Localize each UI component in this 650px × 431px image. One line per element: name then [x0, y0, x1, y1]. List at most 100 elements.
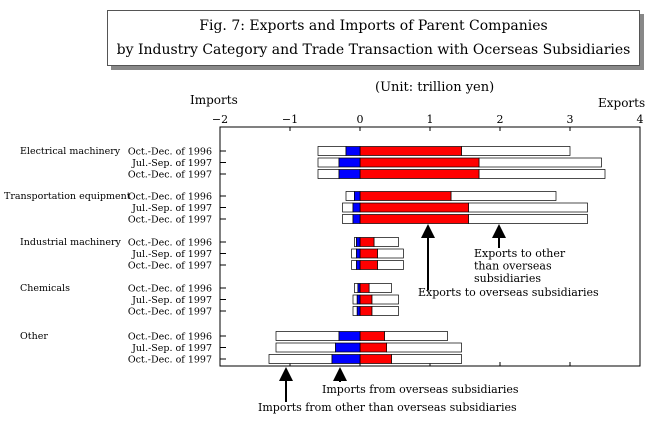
period-label: Jul.-Sep. of 1997 [131, 343, 212, 354]
category-label: Electrical machinery [20, 146, 121, 157]
bar-exports-subsidiaries [359, 331, 385, 341]
period-label: Oct.-Dec. of 1996 [128, 332, 212, 343]
bar-imports-subsidiaries [356, 248, 361, 259]
bar-exports-subsidiaries [359, 248, 378, 259]
bar-exports-subsidiaries [359, 283, 370, 293]
bar-exports-other [450, 191, 557, 201]
bar-exports-other [478, 157, 602, 168]
bar-imports-other [317, 157, 340, 168]
bar-imports-other [275, 331, 340, 341]
bar-exports-other [468, 202, 588, 213]
x-tick-label: 3 [567, 113, 574, 126]
bar-imports-subsidiaries [356, 237, 361, 247]
bar-imports-subsidiaries [356, 260, 361, 270]
bar-exports-other [386, 342, 462, 353]
imports-side-label: Imports [190, 93, 238, 107]
bar-exports-other [391, 354, 462, 364]
bar-imports-subsidiaries [338, 331, 361, 341]
bar-imports-subsidiaries [354, 191, 361, 201]
bar-exports-subsidiaries [359, 354, 392, 364]
bar-imports-other [268, 354, 333, 364]
bar-imports-other [351, 248, 357, 259]
bar-imports-subsidiaries [356, 294, 361, 305]
bar-exports-subsidiaries [359, 191, 452, 201]
bar-exports-other [461, 146, 571, 156]
annotation-exports-other: subsidiaries [474, 272, 541, 285]
period-label: Oct.-Dec. of 1997 [128, 355, 212, 366]
x-tick-label: 2 [497, 113, 504, 126]
bar-imports-other [342, 202, 354, 213]
arrow-exports-subsidiaries-head [421, 224, 435, 238]
category-label: Other [20, 331, 48, 342]
bar-exports-subsidiaries [359, 342, 387, 353]
bar-imports-other [275, 342, 336, 353]
bar-imports-other [317, 169, 340, 179]
bar-exports-other [371, 294, 399, 305]
period-label: Oct.-Dec. of 1996 [128, 192, 212, 203]
period-label: Oct.-Dec. of 1997 [128, 261, 212, 272]
bar-exports-subsidiaries [359, 260, 378, 270]
period-label: Oct.-Dec. of 1997 [128, 215, 212, 226]
bar-exports-other [478, 169, 606, 179]
x-tick-label: −2 [212, 113, 228, 126]
x-tick-label: 0 [357, 113, 364, 126]
bar-imports-subsidiaries [357, 283, 361, 293]
chart-title-box: Fig. 7: Exports and Imports of Parent Co… [107, 10, 640, 66]
bar-imports-other [351, 260, 357, 270]
annotation-imports-subsidiaries: Imports from overseas subsidiaries [322, 383, 519, 396]
bar-exports-subsidiaries [359, 169, 480, 179]
arrow-exports-other-head [492, 224, 506, 238]
annotation-exports-other: Exports to other [474, 247, 566, 260]
category-label: Transportation equipment [4, 191, 131, 202]
chart-title-line1: Fig. 7: Exports and Imports of Parent Co… [199, 18, 548, 34]
period-label: Jul.-Sep. of 1997 [131, 203, 212, 214]
bar-imports-other [342, 214, 354, 224]
exports-side-label: Exports [598, 96, 646, 110]
chart-title-line2: by Industry Category and Trade Transacti… [116, 42, 631, 58]
bar-exports-other [368, 283, 392, 293]
period-label: Jul.-Sep. of 1997 [131, 295, 212, 306]
bar-imports-subsidiaries [338, 169, 361, 179]
category-label: Chemicals [20, 283, 70, 294]
bar-imports-subsidiaries [352, 202, 361, 213]
bar-imports-subsidiaries [338, 157, 361, 168]
bar-exports-subsidiaries [359, 237, 375, 247]
bar-imports-other [354, 283, 359, 293]
bar-imports-other [317, 146, 347, 156]
bar-exports-subsidiaries [359, 157, 480, 168]
x-tick-label: 1 [427, 113, 434, 126]
bar-imports-other [345, 191, 355, 201]
x-tick-label: −1 [282, 113, 298, 126]
period-label: Oct.-Dec. of 1997 [128, 170, 212, 181]
period-label: Oct.-Dec. of 1996 [128, 284, 212, 295]
x-tick-label: 4 [637, 113, 644, 126]
arrow-imports-other-head [279, 367, 293, 381]
bar-imports-subsidiaries [335, 342, 361, 353]
annotation-exports-subsidiaries: Exports to overseas subsidiaries [418, 286, 599, 299]
bar-imports-subsidiaries [331, 354, 361, 364]
bar-exports-subsidiaries [359, 214, 469, 224]
arrow-imports-subsidiaries-head [333, 367, 347, 381]
bar-exports-other [377, 260, 404, 270]
bar-exports-other [377, 248, 404, 259]
period-label: Jul.-Sep. of 1997 [131, 158, 212, 169]
bar-imports-subsidiaries [345, 146, 361, 156]
bar-exports-other [373, 237, 399, 247]
bar-imports-subsidiaries [356, 306, 361, 316]
bar-imports-other [352, 294, 358, 305]
bar-exports-subsidiaries [359, 202, 469, 213]
bar-imports-subsidiaries [352, 214, 361, 224]
annotation-exports-other: than overseas [474, 260, 552, 273]
bar-exports-subsidiaries [359, 146, 462, 156]
bar-exports-subsidiaries [359, 294, 373, 305]
annotation-imports-other: Imports from other than overseas subsidi… [258, 401, 517, 414]
period-label: Jul.-Sep. of 1997 [131, 249, 212, 260]
bar-imports-other [352, 306, 358, 316]
period-label: Oct.-Dec. of 1996 [128, 238, 212, 249]
unit-label: (Unit: trillion yen) [375, 80, 495, 95]
category-label: Industrial machinery [20, 237, 121, 248]
period-label: Oct.-Dec. of 1997 [128, 307, 212, 318]
bar-exports-other [371, 306, 399, 316]
bar-exports-other [384, 331, 448, 341]
